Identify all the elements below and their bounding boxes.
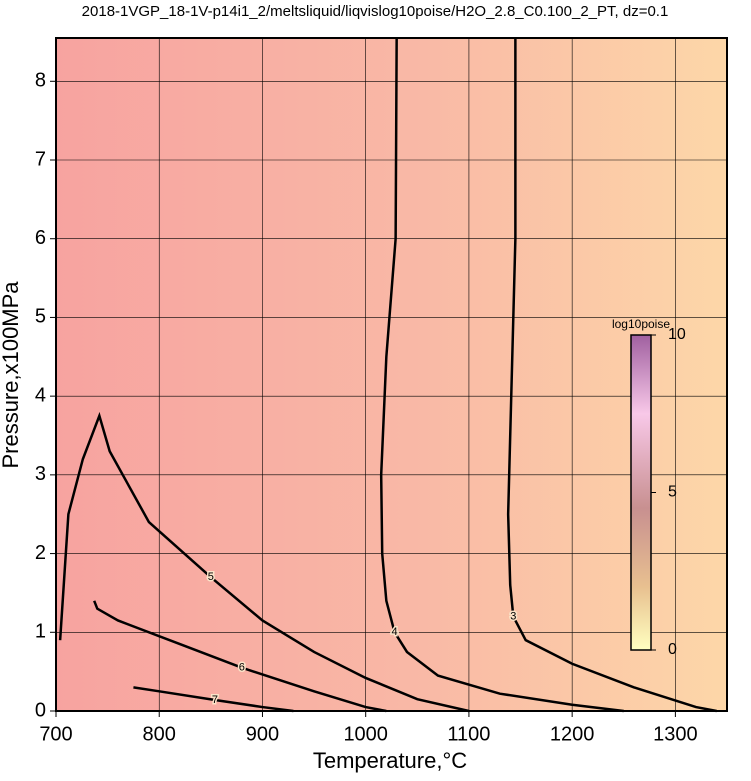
y-tick-label: 5: [35, 306, 46, 328]
y-axis-label: Pressure,x100MPa: [0, 281, 23, 469]
grid: [55, 38, 727, 712]
y-tick-label: 8: [35, 70, 46, 92]
contour-line: [133, 686, 294, 713]
contours: 3 4 5 6 7: [58, 37, 717, 713]
colorbar-tick-label: 0: [668, 641, 677, 658]
chart-title: 2018-1VGP_18-1V-p14i1_2/meltsliquid/liqv…: [82, 3, 669, 20]
x-tick-label: 1000: [343, 723, 388, 745]
contour-label: 4: [392, 626, 398, 638]
colorbar-tick-label: 5: [668, 484, 677, 501]
contour-line: [93, 600, 387, 713]
contour-line: [379, 37, 624, 713]
contour-label: 5: [208, 571, 214, 583]
y-tick-label: 0: [35, 699, 46, 721]
contour-label: 7: [212, 694, 218, 706]
x-tick-label: 1100: [447, 723, 490, 745]
x-tick-label: 800: [143, 723, 176, 745]
colorbar-label: log10poise: [612, 317, 670, 331]
contour-line: [58, 411, 470, 713]
x-tick-label: 1300: [653, 723, 698, 745]
y-tick-label: 2: [35, 542, 46, 564]
y-tick-label: 1: [35, 621, 46, 643]
colorbar: log10poise 0 5 10: [612, 317, 686, 658]
x-tick-label: 1200: [550, 723, 595, 745]
colorbar-scale: [630, 334, 652, 651]
colorbar-tick-label: 10: [668, 326, 686, 343]
y-tick-label: 4: [35, 384, 46, 406]
contour-label: 6: [239, 662, 245, 674]
y-tick-label: 6: [35, 227, 46, 249]
plot-frame: [55, 37, 728, 712]
x-tick-label: 700: [39, 723, 72, 745]
y-tick-label: 3: [35, 463, 46, 485]
y-tick-label: 7: [35, 148, 46, 170]
contour-line: [506, 38, 717, 713]
plot-background: [56, 38, 727, 711]
x-tick-label: 900: [246, 723, 279, 745]
x-axis-label: Temperature,°C: [313, 748, 467, 773]
contour-label: 3: [510, 610, 516, 622]
